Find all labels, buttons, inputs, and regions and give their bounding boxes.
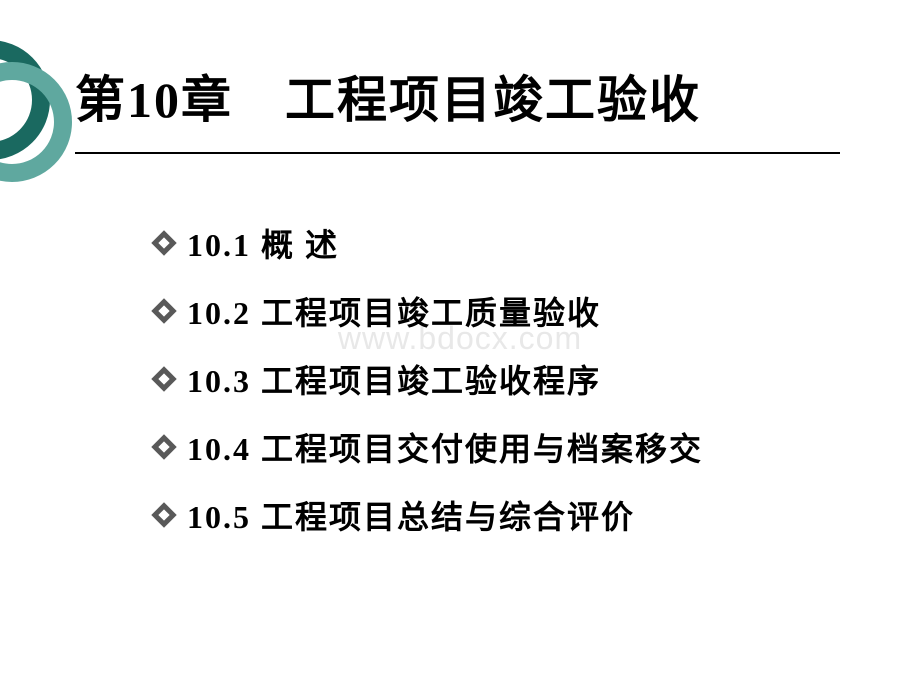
list-item-label: 10.1 概 述 <box>187 220 339 266</box>
title-underline <box>75 152 840 154</box>
list-item: 10.3 工程项目竣工验收程序 <box>155 356 703 402</box>
chapter-title: 第10章 工程项目竣工验收 <box>75 60 840 132</box>
list-item-label: 10.5 工程项目总结与综合评价 <box>187 492 635 538</box>
list-item-label: 10.3 工程项目竣工验收程序 <box>187 356 601 402</box>
diamond-bullet-icon <box>151 230 176 255</box>
diamond-bullet-icon <box>151 502 176 527</box>
list-item-label: 10.4 工程项目交付使用与档案移交 <box>187 424 703 470</box>
diamond-bullet-icon <box>151 298 176 323</box>
list-item: 10.1 概 述 <box>155 220 703 266</box>
list-item: 10.4 工程项目交付使用与档案移交 <box>155 424 703 470</box>
diamond-bullet-icon <box>151 434 176 459</box>
list-item: 10.5 工程项目总结与综合评价 <box>155 492 703 538</box>
list-item: 10.2 工程项目竣工质量验收 <box>155 288 703 334</box>
list-item-label: 10.2 工程项目竣工质量验收 <box>187 288 601 334</box>
corner-decoration <box>0 40 70 180</box>
decoration-ring-inner <box>0 62 72 182</box>
title-block: 第10章 工程项目竣工验收 <box>75 60 840 154</box>
diamond-bullet-icon <box>151 366 176 391</box>
outline-list: 10.1 概 述 10.2 工程项目竣工质量验收 10.3 工程项目竣工验收程序… <box>155 220 703 560</box>
